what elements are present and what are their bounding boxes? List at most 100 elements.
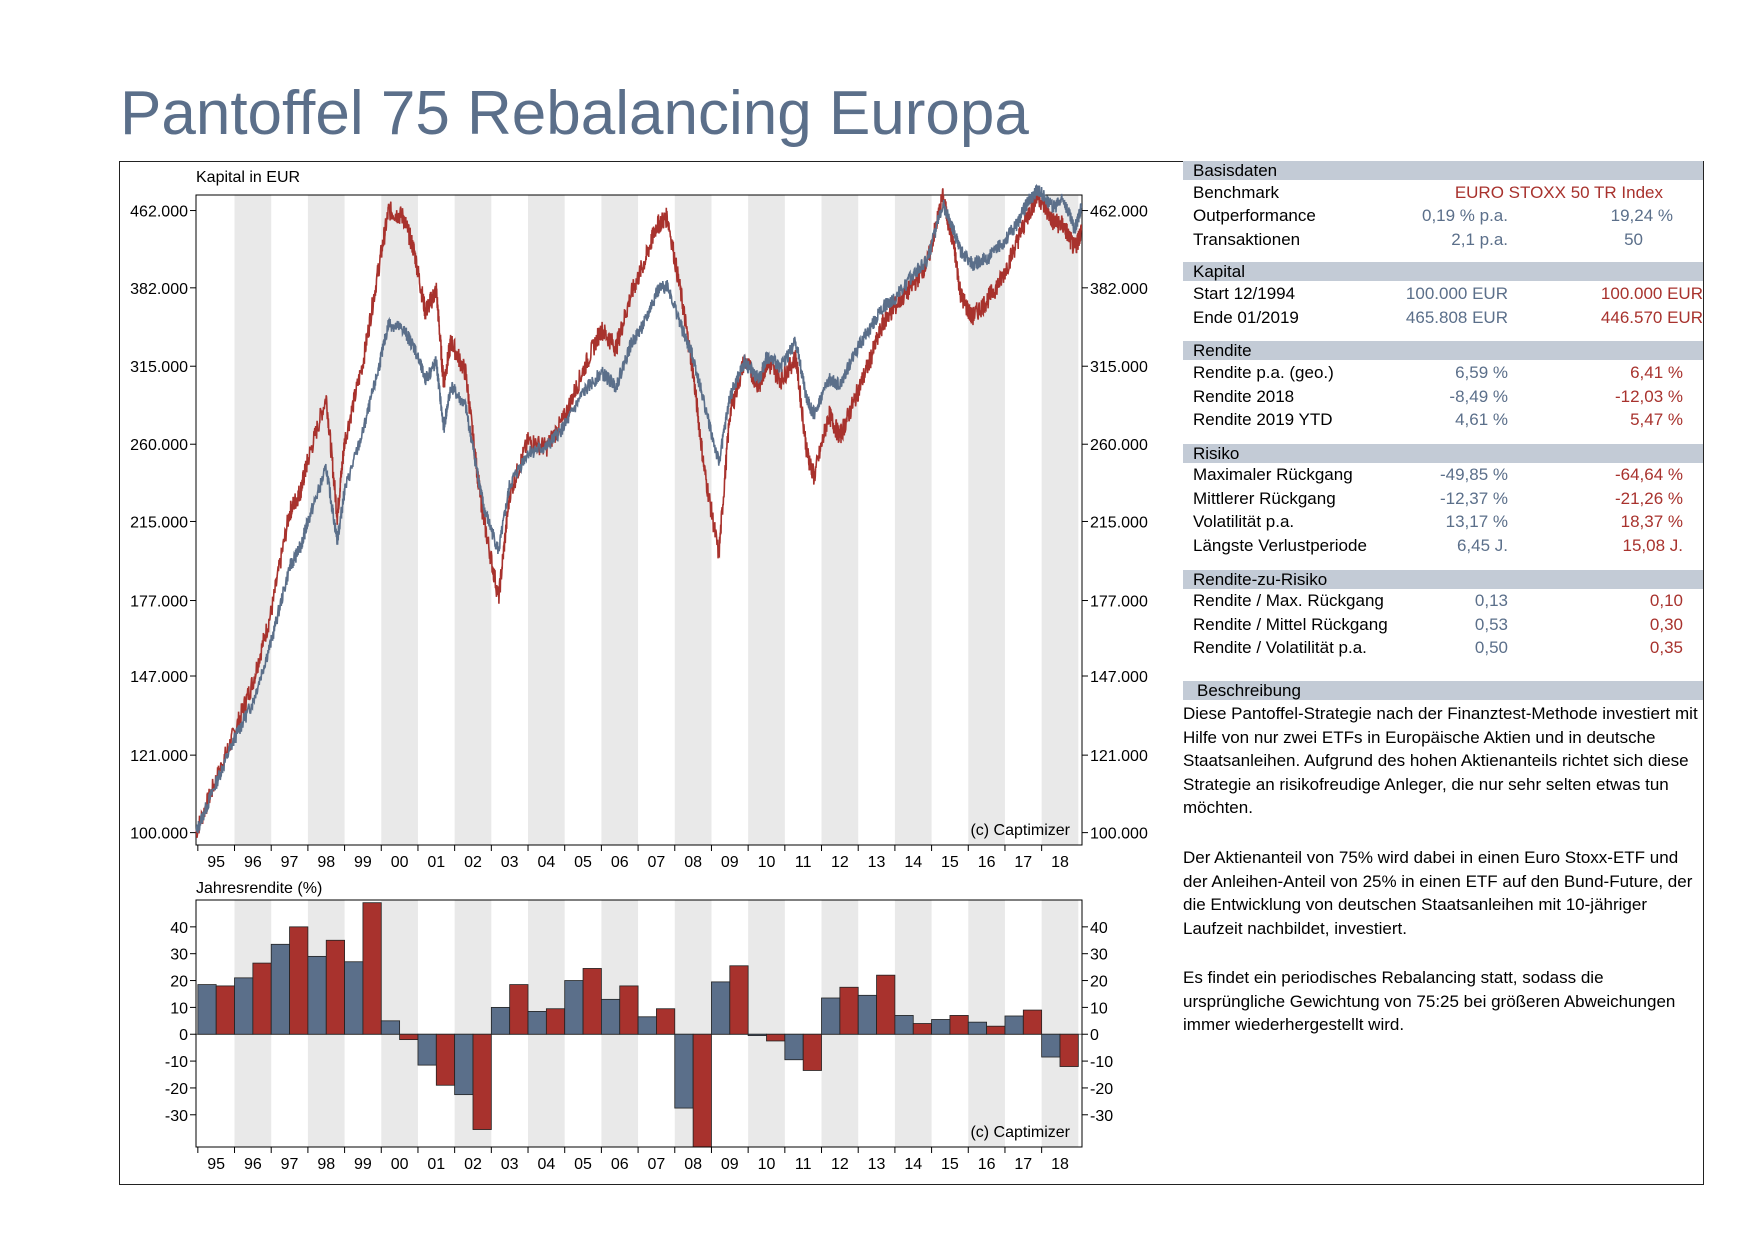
benchmark-bar [472,1033,492,1130]
benchmark-bar [656,1008,676,1035]
stat-benchmark: 15,08 J. [1622,535,1684,555]
portfolio-bar [564,980,584,1035]
stat-portfolio: 0,50 [1474,638,1508,657]
benchmark-bar [802,1033,822,1071]
x-tick-label: 04 [537,1156,555,1173]
x-tick-label: 10 [758,1156,776,1173]
section-rendite: Rendite [1183,341,1703,360]
section-basisdaten: Basisdaten [1183,161,1703,180]
stat-label: Volatilität p.a. [1193,512,1295,531]
year-band [307,195,345,845]
outperformance-pa: 0,19 % p.a. [1421,206,1508,225]
x-tick-label: 03 [501,854,519,871]
portfolio-bar [857,994,877,1035]
y-tick-label-left: 40 [170,920,188,937]
risiko-row: Volatilität p.a. 13,17 % 18,37 % [1193,510,1703,533]
x-tick-label: 15 [941,854,959,871]
portfolio-bar [234,977,254,1035]
stat-portfolio: -49,85 % [1439,465,1508,484]
description-paragraph-2: Der Aktienanteil von 75% wird dabei in e… [1183,848,1693,938]
capital-watermark: (c) Captimizer [970,822,1070,839]
y-tick-label-right: -20 [1090,1081,1113,1098]
year-band [968,195,1005,845]
x-tick-label: 13 [868,1156,886,1173]
y-tick-label-right: 315.000 [1090,359,1148,376]
benchmark-line [195,186,1083,838]
portfolio-bar [747,1033,767,1036]
portfolio-bar [307,955,327,1035]
ende-label: Ende 01/2019 [1193,308,1299,327]
ende-benchmark: 446.570 EUR [1600,308,1703,327]
portfolio-bar [600,998,621,1035]
benchmark-bar [289,926,309,1035]
y-tick-label-right: 382.000 [1090,281,1148,298]
description-paragraph-1: Diese Pantoffel-Strategie nach der Finan… [1183,704,1698,817]
x-tick-label: 98 [317,1156,335,1173]
benchmark-bar [325,939,345,1035]
x-tick-label: 00 [391,1156,409,1173]
x-tick-label: 08 [684,1156,702,1173]
row-start: Start 12/1994 100.000 EUR 100.000 EUR [1193,282,1703,305]
stat-portfolio: 13,17 % [1445,512,1508,531]
stat-label: Mittlerer Rückgang [1193,488,1336,508]
year-band [821,195,859,845]
description-paragraph-3: Es findet ein periodisches Rebalancing s… [1183,968,1676,1034]
x-tick-label: 07 [648,1156,666,1173]
stat-portfolio: -12,37 % [1439,488,1508,508]
benchmark-value: EURO STOXX 50 TR Index [1454,183,1663,202]
benchmark-bar [399,1033,419,1041]
x-tick-label: 00 [391,854,409,871]
portfolio-bar [454,1033,474,1096]
y-tick-label-right: 121.000 [1090,748,1148,765]
outperformance-label: Outperformance [1193,206,1316,225]
y-tick-label-left: 462.000 [130,204,188,221]
benchmark-bar [435,1033,456,1086]
y-tick-label-left: 177.000 [130,594,188,611]
risiko-row: Maximaler Rückgang -49,85 % -64,64 % [1193,463,1703,486]
row-transaktionen: Transaktionen 2,1 p.a. 50 [1193,228,1703,251]
benchmark-bar [252,962,272,1035]
stat-benchmark: -21,26 % [1614,488,1683,508]
transaktionen-total: 50 [1624,230,1643,249]
y-tick-label-right: 462.000 [1090,204,1148,221]
portfolio-bar [344,961,364,1035]
portfolio-bar [674,1033,694,1109]
x-tick-label: 18 [1051,854,1069,871]
rzr-row: Rendite / Mittel Rückgang 0,53 0,30 [1193,613,1703,636]
stat-label: Längste Verlustperiode [1193,535,1367,555]
y-tick-label-left: 10 [170,1000,188,1017]
x-tick-label: 03 [501,1156,519,1173]
benchmark-bar [1022,1009,1043,1035]
x-tick-label: 14 [904,1156,922,1173]
stat-benchmark: 0,35 [1649,638,1683,657]
portfolio-bar [527,1011,547,1035]
x-tick-label: 01 [427,854,445,871]
x-tick-label: 97 [281,854,299,871]
y-tick-label-left: 382.000 [130,281,188,298]
stat-label: Maximaler Rückgang [1193,465,1353,484]
x-tick-label: 95 [207,1156,225,1173]
stat-label: Rendite / Volatilität p.a. [1193,638,1367,657]
y-tick-label-left: 147.000 [130,669,188,686]
rendite-row: Rendite p.a. (geo.) 6,59 % 6,41 % [1193,361,1703,384]
rzr-row: Rendite / Volatilität p.a. 0,50 0,35 [1193,636,1703,659]
x-tick-label: 95 [207,854,225,871]
stat-portfolio: 0,53 [1474,614,1508,634]
year-band [1041,195,1079,845]
stat-benchmark: 6,41 % [1630,363,1683,382]
stat-label: Rendite p.a. (geo.) [1193,363,1334,382]
ende-portfolio: 465.808 EUR [1405,308,1508,327]
transaktionen-pa: 2,1 p.a. [1451,230,1508,249]
portfolio-bar [637,1016,657,1035]
benchmark-bar [949,1015,969,1035]
portfolio-bar [967,1021,988,1035]
rendite-row: Rendite 2019 YTD 4,61 % 5,47 % [1193,408,1703,431]
x-tick-label: 15 [941,1156,959,1173]
x-tick-label: 14 [904,854,922,871]
stat-benchmark: 0,30 [1649,614,1683,634]
x-tick-label: 05 [574,854,592,871]
y-tick-label-right: -30 [1090,1108,1113,1125]
x-tick-label: 08 [684,854,702,871]
stat-benchmark: 0,10 [1649,591,1683,610]
x-tick-label: 09 [721,1156,739,1173]
